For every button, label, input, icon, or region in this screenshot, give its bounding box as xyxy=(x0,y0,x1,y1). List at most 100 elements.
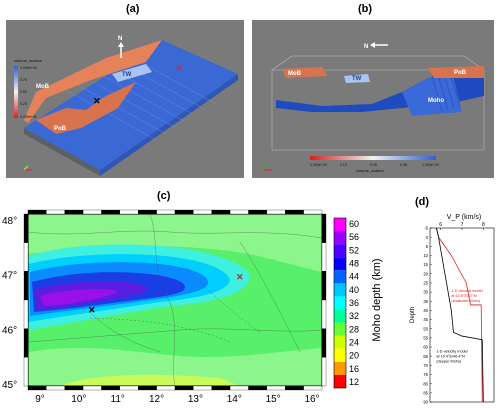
map-frame-stripe xyxy=(27,385,47,391)
colorbar-a-tick: 0.000e+00 xyxy=(20,115,37,119)
map-lat-tick: 48° xyxy=(2,216,17,227)
colorbar-c-segment xyxy=(334,283,346,297)
tw-label-a: TW xyxy=(122,72,132,78)
map-frame-stripe xyxy=(101,209,121,215)
map-frame-stripe xyxy=(321,328,327,358)
map-frame-stripe xyxy=(156,385,176,391)
map-lon-tick: 15° xyxy=(266,394,281,405)
map-frame-stripe xyxy=(321,357,327,387)
map-frame-stripe xyxy=(174,209,194,215)
map-frame-stripe xyxy=(321,242,327,272)
panel-a-label: (a) xyxy=(126,3,140,15)
colorbar-c-tick: 40 xyxy=(349,285,359,295)
colorbar-c-segment xyxy=(334,244,346,258)
colorbar-c-tick: 60 xyxy=(349,219,359,229)
colorbar-c-tick: 48 xyxy=(349,259,359,269)
mob-label-b: MoB xyxy=(288,71,302,77)
chart-d-annotation-1: (deeper Moho) xyxy=(436,360,462,364)
chart-d-frame xyxy=(429,227,495,403)
colorbar-b-title: volume_scalars xyxy=(356,168,384,173)
map-lat-tick: 45° xyxy=(2,380,17,391)
map-frame-stripe xyxy=(156,209,176,215)
colorbar-a xyxy=(14,66,18,118)
colorbar-a-title: volume_scalars xyxy=(14,58,42,63)
map-frame-stripe xyxy=(248,209,268,215)
colorbar-c-tick: 56 xyxy=(349,232,359,242)
map-frame-stripe xyxy=(193,209,212,215)
map-frame-stripe xyxy=(138,209,157,215)
map-frame-stripe xyxy=(303,385,323,391)
map-frame-stripe xyxy=(23,328,29,358)
panel-b-label: (b) xyxy=(358,3,373,15)
colorbar-c-segment xyxy=(334,335,346,349)
panel-d-velocity-chart: V_P (km/s) Depth 6 7 8 -5 0 5 10 15 20 25 30 35 40 45… xyxy=(410,214,495,405)
colorbar-b xyxy=(310,156,436,160)
chart-d-ytick: 25 xyxy=(423,281,428,286)
map-frame-stripe xyxy=(303,209,323,215)
colorbar-a-tick: 1.000e+00 xyxy=(20,66,37,70)
pob-body-b xyxy=(428,66,484,78)
colorbar-c-tick: 52 xyxy=(349,245,359,255)
map-frame-stripe xyxy=(64,209,84,215)
chart-d-annotation-0: 1-D velocity model xyxy=(451,289,482,293)
map-frame-stripe xyxy=(248,385,268,391)
panel-c-map: ✕ ✕ 48°47°46°45°9° 10° 11° 12° 13° 14° 15° 16° … xyxy=(2,209,383,405)
map-frame-stripe xyxy=(101,385,121,391)
colorbar-c-segment xyxy=(334,361,346,375)
chart-d-xtick: 8 xyxy=(482,222,485,228)
colorbar-c-segment xyxy=(334,231,346,245)
chart-d-xtick: 7 xyxy=(461,222,464,228)
pob-label-a: PoB xyxy=(54,126,67,132)
chart-d-ytick: 5 xyxy=(426,244,429,249)
colorbar-c-tick: 36 xyxy=(349,298,359,308)
colorbar-a-tick: 0.50 xyxy=(20,90,27,94)
map-frame-stripe xyxy=(23,271,29,301)
map-lon-tick: 14° xyxy=(227,394,242,405)
map-frame-stripe xyxy=(266,209,286,215)
map-frame-stripe xyxy=(229,385,249,391)
chart-d-ytick: -5 xyxy=(424,226,428,231)
chart-d-title: V_P (km/s) xyxy=(447,214,482,221)
map-frame-stripe xyxy=(23,299,29,329)
map-frame-stripe xyxy=(321,213,327,243)
map-frame-stripe xyxy=(266,385,286,391)
chart-d-ytick: 80 xyxy=(423,381,428,386)
marker-black-x-a: ✕ xyxy=(93,96,101,106)
chart-d-ytick: 55 xyxy=(423,335,428,340)
map-frame-stripe xyxy=(23,357,29,387)
chart-d-series-line-1 xyxy=(436,227,484,403)
chart-d-ytick: 85 xyxy=(423,390,428,395)
map-frame-stripe xyxy=(82,385,102,391)
colorbar-c-tick: 28 xyxy=(349,324,359,334)
chart-d-ytick: 50 xyxy=(423,326,428,331)
contour-56 xyxy=(40,289,118,306)
chart-d-ytick: 15 xyxy=(423,262,428,267)
chart-d-ytick: 75 xyxy=(423,372,428,377)
pob-body xyxy=(36,82,136,134)
chart-d-ytick: 70 xyxy=(423,363,428,368)
panel-c-label: (c) xyxy=(157,190,171,202)
map-frame-stripe xyxy=(82,209,102,215)
map-lat-tick: 47° xyxy=(2,271,17,282)
panel-a-3d-view: TW MoB PoB ✕ ✕ N volume_scalars 1.000e+0… xyxy=(6,20,244,178)
colorbar-b-tick: 0.38 xyxy=(400,163,407,167)
marker-red-x-c: ✕ xyxy=(236,272,244,282)
map-lon-tick: 11° xyxy=(111,394,125,405)
chart-d-ytick: 90 xyxy=(423,400,428,405)
colorbar-c-segment xyxy=(334,309,346,323)
marker-black-x-c: ✕ xyxy=(88,305,96,315)
colorbar-c-segment xyxy=(334,296,346,310)
chart-d-ytick: 20 xyxy=(423,271,428,276)
colorbar-c-tick: 12 xyxy=(349,377,359,387)
colorbar-b-tick: 0.000e+00 xyxy=(310,163,327,167)
mob-label-a: MoB xyxy=(36,84,50,90)
panel-b-3d-view: MoB TW PoB Moho N 0.000e+00 0.13 0.25 0.… xyxy=(252,20,494,178)
chart-d-ytick: 0 xyxy=(426,235,429,240)
map-frame-stripe xyxy=(27,209,47,215)
marker-red-x-a: ✕ xyxy=(176,65,182,72)
map-lon-tick: 13° xyxy=(188,394,203,405)
tw-body xyxy=(112,64,152,82)
map-frame-stripe xyxy=(193,385,212,391)
map-lon-tick: 10° xyxy=(71,394,86,405)
mob-body xyxy=(24,40,162,123)
